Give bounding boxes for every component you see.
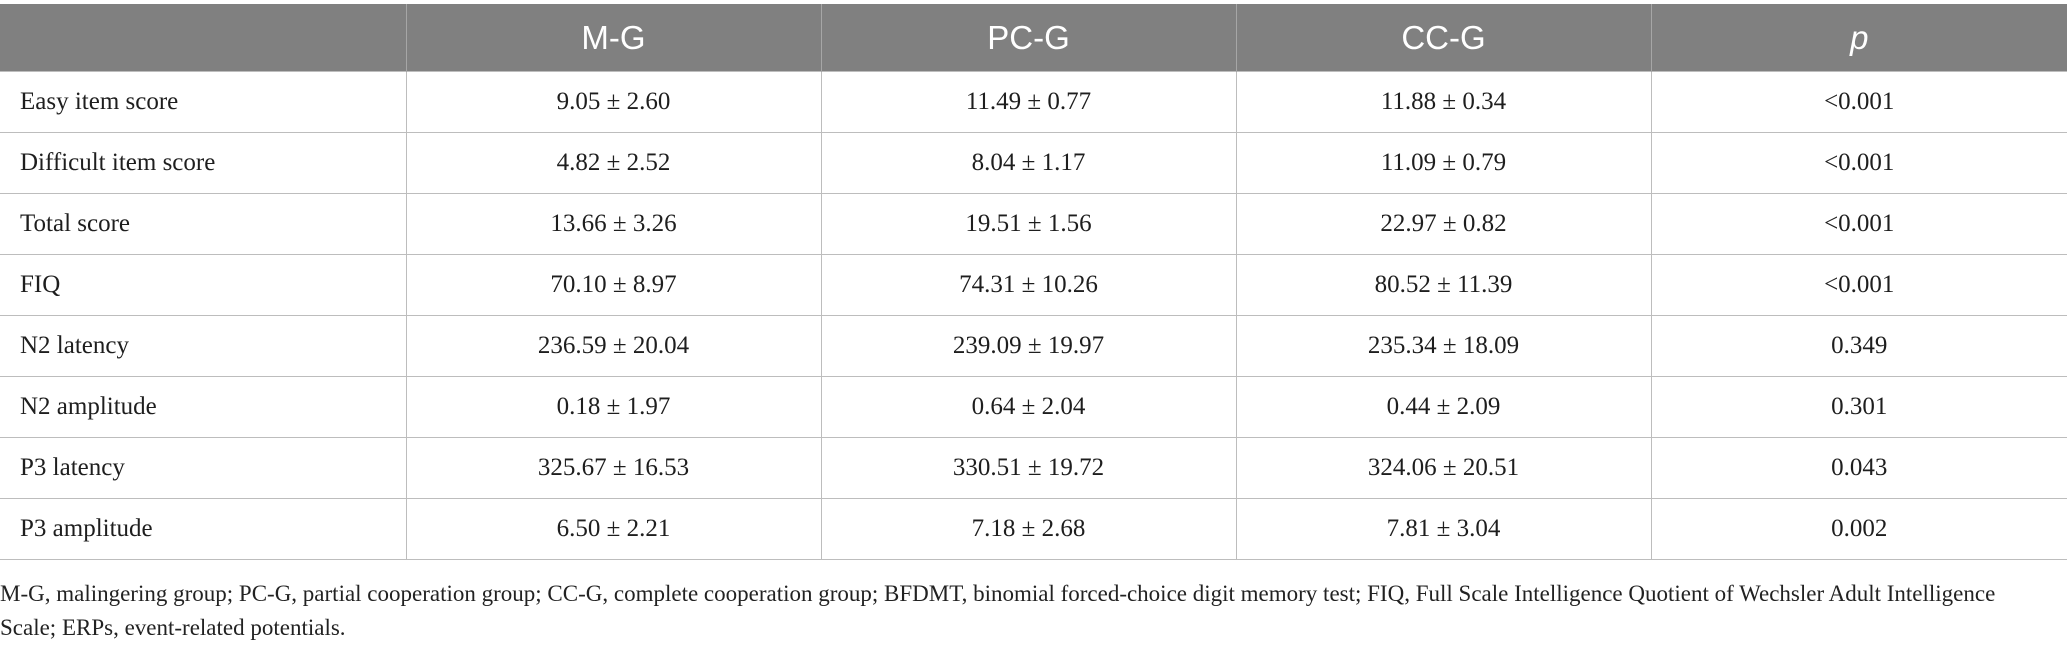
row-label: Easy item score	[0, 71, 407, 133]
cell-p: 0.043	[1650, 437, 2067, 499]
cell-mg: 325.67 ± 16.53	[405, 437, 822, 499]
results-table-container: M-G PC-G CC-G p Easy item score 9.05 ± 2…	[0, 4, 2067, 560]
table-row: N2 latency 236.59 ± 20.04 239.09 ± 19.97…	[0, 315, 2067, 377]
cell-mg: 6.50 ± 2.21	[405, 498, 822, 560]
cell-mg: 4.82 ± 2.52	[405, 132, 822, 194]
cell-ccg: 235.34 ± 18.09	[1235, 315, 1652, 377]
table-row: Total score 13.66 ± 3.26 19.51 ± 1.56 22…	[0, 193, 2067, 255]
table-row: P3 amplitude 6.50 ± 2.21 7.18 ± 2.68 7.8…	[0, 498, 2067, 560]
table-row: FIQ 70.10 ± 8.97 74.31 ± 10.26 80.52 ± 1…	[0, 254, 2067, 316]
cell-pcg: 7.18 ± 2.68	[820, 498, 1237, 560]
cell-mg: 9.05 ± 2.60	[405, 71, 822, 133]
cell-p: <0.001	[1650, 254, 2067, 316]
header-mg: M-G	[405, 4, 821, 72]
cell-ccg: 11.88 ± 0.34	[1235, 71, 1652, 133]
cell-ccg: 22.97 ± 0.82	[1235, 193, 1652, 255]
table-header: M-G PC-G CC-G p	[0, 4, 2067, 72]
cell-mg: 13.66 ± 3.26	[405, 193, 822, 255]
table-row: Difficult item score 4.82 ± 2.52 8.04 ± …	[0, 132, 2067, 194]
cell-ccg: 80.52 ± 11.39	[1235, 254, 1652, 316]
cell-p: <0.001	[1650, 132, 2067, 194]
cell-p: <0.001	[1650, 193, 2067, 255]
cell-pcg: 74.31 ± 10.26	[820, 254, 1237, 316]
row-label: P3 latency	[0, 437, 407, 499]
cell-ccg: 0.44 ± 2.09	[1235, 376, 1652, 438]
row-label: Difficult item score	[0, 132, 407, 194]
cell-ccg: 7.81 ± 3.04	[1235, 498, 1652, 560]
cell-pcg: 8.04 ± 1.17	[820, 132, 1237, 194]
table-row: P3 latency 325.67 ± 16.53 330.51 ± 19.72…	[0, 437, 2067, 499]
table-footnote: M-G, malingering group; PC-G, partial co…	[0, 581, 1996, 640]
header-row: M-G PC-G CC-G p	[0, 4, 2067, 72]
row-label: N2 amplitude	[0, 376, 407, 438]
cell-p: 0.301	[1650, 376, 2067, 438]
header-measure	[0, 4, 406, 72]
row-label: Total score	[0, 193, 407, 255]
cell-pcg: 330.51 ± 19.72	[820, 437, 1237, 499]
results-table: M-G PC-G CC-G p Easy item score 9.05 ± 2…	[0, 4, 2067, 560]
cell-ccg: 11.09 ± 0.79	[1235, 132, 1652, 194]
header-ccg: CC-G	[1235, 4, 1651, 72]
table-row: Easy item score 9.05 ± 2.60 11.49 ± 0.77…	[0, 71, 2067, 133]
cell-pcg: 11.49 ± 0.77	[820, 71, 1237, 133]
cell-mg: 70.10 ± 8.97	[405, 254, 822, 316]
cell-mg: 236.59 ± 20.04	[405, 315, 822, 377]
cell-pcg: 0.64 ± 2.04	[820, 376, 1237, 438]
row-label: FIQ	[0, 254, 407, 316]
header-p-value: p	[1650, 4, 2067, 72]
cell-pcg: 239.09 ± 19.97	[820, 315, 1237, 377]
row-label: N2 latency	[0, 315, 407, 377]
table-row: N2 amplitude 0.18 ± 1.97 0.64 ± 2.04 0.4…	[0, 376, 2067, 438]
header-pcg: PC-G	[820, 4, 1236, 72]
cell-p: <0.001	[1650, 71, 2067, 133]
cell-p: 0.002	[1650, 498, 2067, 560]
cell-pcg: 19.51 ± 1.56	[820, 193, 1237, 255]
cell-p: 0.349	[1650, 315, 2067, 377]
row-label: P3 amplitude	[0, 498, 407, 560]
cell-mg: 0.18 ± 1.97	[405, 376, 822, 438]
table-body: Easy item score 9.05 ± 2.60 11.49 ± 0.77…	[0, 71, 2067, 560]
cell-ccg: 324.06 ± 20.51	[1235, 437, 1652, 499]
